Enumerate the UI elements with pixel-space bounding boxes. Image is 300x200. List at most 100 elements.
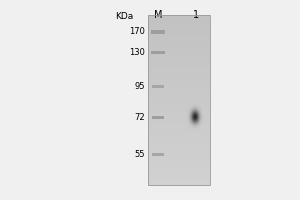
- Bar: [148, 171, 210, 174]
- Bar: [148, 132, 210, 135]
- Bar: [148, 40, 210, 43]
- Bar: [148, 154, 210, 157]
- Bar: [148, 115, 210, 118]
- Bar: [148, 83, 210, 86]
- Bar: [148, 93, 210, 96]
- Bar: [148, 166, 210, 169]
- Bar: [148, 112, 210, 115]
- Bar: [148, 103, 210, 106]
- Bar: [148, 81, 210, 84]
- Bar: [148, 160, 210, 162]
- Bar: [148, 95, 210, 98]
- Bar: [148, 20, 210, 23]
- Bar: [148, 71, 210, 74]
- Bar: [148, 76, 210, 79]
- Bar: [148, 153, 210, 155]
- Bar: [148, 88, 210, 91]
- Bar: [148, 49, 210, 52]
- Bar: [148, 37, 210, 40]
- Bar: [148, 51, 210, 53]
- Bar: [148, 47, 210, 50]
- Bar: [148, 176, 210, 179]
- Bar: [148, 34, 210, 36]
- Bar: [152, 153, 164, 156]
- Bar: [148, 173, 210, 176]
- Bar: [148, 107, 210, 110]
- Bar: [148, 148, 210, 150]
- Bar: [148, 25, 210, 28]
- Bar: [148, 18, 210, 21]
- Bar: [151, 30, 165, 34]
- Bar: [152, 116, 164, 118]
- Bar: [148, 170, 210, 172]
- Bar: [148, 42, 210, 45]
- Bar: [148, 149, 210, 152]
- Text: 72: 72: [134, 112, 145, 121]
- Bar: [148, 117, 210, 120]
- Bar: [148, 73, 210, 76]
- Bar: [148, 141, 210, 144]
- Text: 55: 55: [134, 150, 145, 159]
- Bar: [148, 44, 210, 47]
- Bar: [148, 165, 210, 167]
- Bar: [148, 30, 210, 33]
- Bar: [151, 51, 165, 54]
- Bar: [148, 66, 210, 69]
- Bar: [148, 64, 210, 67]
- Bar: [148, 58, 210, 60]
- Bar: [148, 161, 210, 164]
- Bar: [148, 119, 210, 121]
- Bar: [148, 158, 210, 160]
- Bar: [148, 74, 210, 77]
- Bar: [148, 175, 210, 177]
- Bar: [148, 90, 210, 92]
- Bar: [148, 102, 210, 104]
- Bar: [148, 146, 210, 149]
- Bar: [148, 69, 210, 72]
- Bar: [148, 23, 210, 26]
- Bar: [148, 39, 210, 42]
- Bar: [148, 98, 210, 101]
- Bar: [148, 68, 210, 70]
- Bar: [148, 15, 210, 18]
- Bar: [148, 122, 210, 125]
- Bar: [148, 54, 210, 57]
- Bar: [148, 29, 210, 31]
- Bar: [148, 52, 210, 55]
- Text: M: M: [154, 10, 162, 20]
- Bar: [148, 168, 210, 171]
- Bar: [148, 131, 210, 133]
- Bar: [148, 139, 210, 142]
- Bar: [148, 92, 210, 94]
- Bar: [148, 97, 210, 99]
- Bar: [148, 163, 210, 166]
- Bar: [148, 17, 210, 19]
- Bar: [148, 100, 210, 103]
- Bar: [148, 134, 210, 137]
- Bar: [148, 180, 210, 183]
- Bar: [148, 126, 210, 128]
- Bar: [148, 105, 210, 108]
- Bar: [148, 151, 210, 154]
- Text: 1: 1: [193, 10, 199, 20]
- Bar: [148, 110, 210, 113]
- Bar: [148, 136, 210, 138]
- Bar: [148, 85, 210, 87]
- Bar: [148, 178, 210, 181]
- Bar: [148, 86, 210, 89]
- Bar: [148, 127, 210, 130]
- Bar: [152, 85, 164, 88]
- Bar: [148, 22, 210, 24]
- Bar: [148, 182, 210, 184]
- Bar: [148, 61, 210, 64]
- Bar: [148, 15, 210, 185]
- Bar: [148, 35, 210, 38]
- Bar: [148, 63, 210, 65]
- Bar: [148, 27, 210, 30]
- Text: 170: 170: [129, 27, 145, 36]
- Bar: [148, 142, 210, 145]
- Text: 95: 95: [134, 82, 145, 91]
- Bar: [148, 46, 210, 48]
- Bar: [148, 80, 210, 82]
- Bar: [148, 129, 210, 132]
